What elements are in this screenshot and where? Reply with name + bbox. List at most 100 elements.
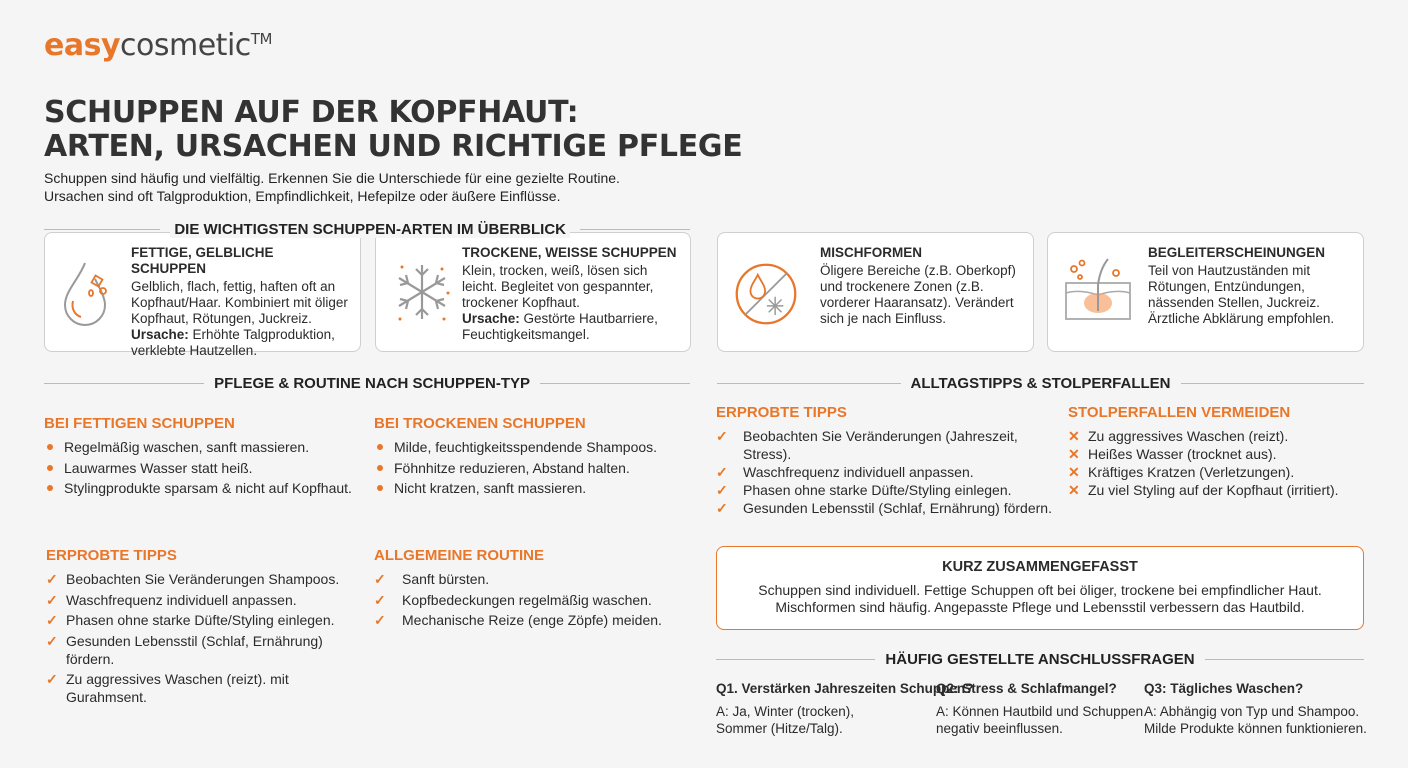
list-item: ✕ Zu viel Styling auf der Kopfhaut (irrit… bbox=[1068, 481, 1368, 499]
care-dry-title: BEI TROCKENEN SCHUPPEN bbox=[374, 415, 586, 432]
item-text: Zu viel Styling auf der Kopfhaut (irriti… bbox=[1088, 482, 1339, 498]
faq-answer: A: Ja, Winter (trocken), bbox=[716, 704, 855, 719]
daily-tips-title: ERPROBTE TIPPS bbox=[716, 404, 847, 421]
title-line-1: SCHUPPEN AUF DER KOPFHAUT: bbox=[44, 95, 579, 130]
item-text: Lauwarmes Wasser statt heiß. bbox=[64, 459, 253, 476]
mixed-drop-snowflake-icon bbox=[735, 263, 797, 325]
list-item: ✕ Kräftiges Kratzen (Verletzungen). bbox=[1068, 463, 1368, 481]
card-title: MISCHFORMEN bbox=[820, 245, 922, 260]
types-heading-text: DIE WICHTIGSTEN SCHUPPEN-ARTEN IM ÜBERBL… bbox=[170, 221, 570, 238]
check-icon: ✓ bbox=[716, 482, 728, 498]
item-text: Waschfrequenz individuell anpassen. bbox=[743, 464, 974, 480]
list-item: ✓ Gesunden Lebensstil (Schlaf, Ernährung)… bbox=[46, 632, 346, 668]
daily-tips: ERPROBTE TIPPS ✓ Beobachten Sie Veränderu… bbox=[716, 404, 1061, 517]
summary-line-1: Schuppen sind individuell. Fettige Schup… bbox=[758, 582, 1322, 598]
check-icon: ✓ bbox=[374, 591, 386, 608]
bullet-icon bbox=[47, 485, 53, 491]
bullet-icon bbox=[377, 464, 383, 471]
faq-question: Q2: Stress & Schlafmangel? bbox=[936, 681, 1117, 696]
cross-icon: ✕ bbox=[1068, 446, 1080, 462]
bullet-icon bbox=[47, 444, 53, 450]
list-item: Stylingprodukte sparsam & nicht auf Kopf… bbox=[44, 479, 369, 497]
item-text: Sanft bürsten. bbox=[402, 571, 490, 587]
faq-item-1: Q1. Verstärken Jahreszeiten Schuppen? A: … bbox=[716, 681, 973, 737]
care-oily-title: BEI FETTIGEN SCHUPPEN bbox=[44, 415, 235, 432]
title-line-2: ARTEN, URSACHEN UND RICHTIGE PFLEGE bbox=[44, 129, 743, 164]
list-item: ✓ Kopfbedeckungen regelmäßig waschen. bbox=[374, 591, 694, 609]
list-item: ✓ Phasen ohne starke Düfte/Styling einleg… bbox=[46, 611, 346, 629]
item-text: Kopfbedeckungen regelmäßig waschen. bbox=[402, 591, 652, 608]
item-text: Nicht kratzen, sanft massieren. bbox=[394, 480, 587, 496]
check-icon: ✓ bbox=[716, 464, 728, 480]
item-text: Mechanische Reize (enge Zöpfe) meiden. bbox=[402, 612, 662, 628]
item-text: Phasen ohne starke Düfte/Styling einlege… bbox=[66, 612, 335, 628]
type-card-oily: FETTIGE, GELBLICHE SCHUPPEN Gelblich, fl… bbox=[44, 232, 361, 358]
check-icon: ✓ bbox=[374, 612, 386, 628]
intro-line-1: Schuppen sind häufig und vielfältig. Erk… bbox=[44, 170, 620, 186]
list-item: ✓ Waschfrequenz individuell anpassen. bbox=[46, 591, 346, 609]
item-text: Föhnhitze reduzieren, Abstand halten. bbox=[394, 459, 630, 476]
cross-icon: ✕ bbox=[1068, 464, 1080, 480]
check-icon: ✓ bbox=[716, 428, 728, 444]
card-text: Teil von Hautzuständen mit Rötungen, Ent… bbox=[1148, 263, 1335, 326]
summary-title: KURZ ZUSAMMENGEFASST bbox=[942, 559, 1138, 575]
daily-heading-text: ALLTAGSTIPPS & STOLPERFALLEN bbox=[910, 375, 1171, 392]
faq-answer: A: Abhängig von Typ und Shampoo. bbox=[1144, 704, 1360, 719]
care-heading: PFLEGE & ROUTINE NACH SCHUPPEN-TYP bbox=[44, 375, 690, 392]
summary-line-2: Mischformen sind häufig. Angepasste Pfle… bbox=[775, 599, 1305, 615]
item-text: Heißes Wasser (trocknet aus). bbox=[1088, 446, 1277, 462]
faq-item-2: Q2: Stress & Schlafmangel? A: Können Haut… bbox=[936, 681, 1143, 737]
skin-layer-icon bbox=[1065, 258, 1131, 320]
item-text: Zu aggressives Waschen (reizt). mit Gura… bbox=[66, 671, 289, 705]
intro-line-2: Ursachen sind oft Talgproduktion, Empfin… bbox=[44, 188, 561, 204]
check-icon: ✓ bbox=[46, 612, 58, 628]
care-heading-text: PFLEGE & ROUTINE NACH SCHUPPEN-TYP bbox=[214, 375, 530, 392]
oil-drop-icon bbox=[63, 262, 107, 326]
daily-pitfalls-title: STOLPERFALLEN VERMEIDEN bbox=[1068, 404, 1291, 421]
check-icon: ✓ bbox=[716, 500, 728, 516]
list-item: ✓ Zu aggressives Waschen (reizt). mit Gur… bbox=[46, 670, 296, 706]
type-card-dry: TROCKENE, WEISSE SCHUPPEN Klein, trocken… bbox=[375, 232, 691, 352]
types-heading: DIE WICHTIGSTEN SCHUPPEN-ARTEN IM ÜBERBL… bbox=[44, 221, 690, 238]
daily-pitfalls: STOLPERFALLEN VERMEIDEN ✕ Zu aggressives … bbox=[1068, 404, 1368, 499]
snowflake-icon bbox=[398, 265, 450, 321]
logo-easy: easy bbox=[44, 28, 121, 63]
faq-answer: A: Können Hautbild und Schuppen bbox=[936, 704, 1144, 719]
faq-question: Q1. Verstärken Jahreszeiten Schuppen? bbox=[716, 681, 974, 696]
check-icon: ✓ bbox=[46, 591, 58, 608]
faq-question: Q3: Tägliches Waschen? bbox=[1144, 681, 1304, 696]
cross-icon: ✕ bbox=[1068, 482, 1080, 498]
list-item: ✕ Zu aggressives Waschen (reizt). bbox=[1068, 427, 1368, 445]
card-cause: Ursache: Gestörte Hautbarriere, Feuchtig… bbox=[462, 311, 680, 343]
check-icon: ✓ bbox=[46, 571, 58, 587]
card-text: Klein, trocken, weiß, lösen sich leicht.… bbox=[462, 263, 654, 310]
card-title: FETTIGE, GELBLICHE SCHUPPEN bbox=[131, 245, 274, 276]
card-title: TROCKENE, WEISSE SCHUPPEN bbox=[462, 245, 677, 260]
list-item: ✓ Gesunden Lebensstil (Schlaf, Ernährung)… bbox=[716, 499, 1061, 517]
list-item: Milde, feuchtigkeitsspendende Shampoos. bbox=[374, 438, 694, 456]
care-tips-title: ERPROBTE TIPPS bbox=[46, 547, 177, 564]
item-text: Stylingprodukte sparsam & nicht auf Kopf… bbox=[64, 480, 352, 496]
list-item: Regelmäßig waschen, sanft massieren. bbox=[44, 438, 369, 456]
card-text: Öligere Bereiche (z.B. Oberkopf) und tro… bbox=[820, 263, 1016, 326]
faq-answer: negativ beeinflussen. bbox=[936, 721, 1063, 736]
bullet-icon bbox=[47, 464, 53, 471]
faq-answer: Sommer (Hitze/Talg). bbox=[716, 721, 843, 736]
list-item: ✕ Heißes Wasser (trocknet aus). bbox=[1068, 445, 1368, 463]
type-card-mixed: MISCHFORMEN Öligere Bereiche (z.B. Oberk… bbox=[717, 232, 1034, 352]
type-card-accompanying: BEGLEITERSCHEINUNGEN Teil von Hautzustän… bbox=[1047, 232, 1364, 352]
item-text: Phasen ohne starke Düfte/Styling einlege… bbox=[743, 482, 1012, 498]
item-text: Beobachten Sie Veränderungen (Jahreszeit… bbox=[743, 428, 1018, 462]
intro-text: Schuppen sind häufig und vielfältig. Erk… bbox=[44, 169, 620, 205]
item-text: Gesunden Lebensstil (Schlaf, Ernährung) … bbox=[66, 632, 323, 667]
item-text: Zu aggressives Waschen (reizt). bbox=[1088, 428, 1289, 444]
list-item: Lauwarmes Wasser statt heiß. bbox=[44, 459, 369, 477]
summary-box: KURZ ZUSAMMENGEFASST Schuppen sind indiv… bbox=[716, 546, 1364, 630]
item-text: Gesunden Lebensstil (Schlaf, Ernährung) … bbox=[743, 500, 1052, 516]
brand-logo: easycosmeticTM bbox=[44, 28, 272, 63]
logo-tm: TM bbox=[250, 30, 273, 48]
faq-heading: HÄUFIG GESTELLTE ANSCHLUSSFRAGEN bbox=[716, 651, 1365, 668]
item-text: Kräftiges Kratzen (Verletzungen). bbox=[1088, 464, 1295, 480]
list-item: ✓ Mechanische Reize (enge Zöpfe) meiden. bbox=[374, 611, 694, 629]
daily-heading: ALLTAGSTIPPS & STOLPERFALLEN bbox=[717, 375, 1365, 392]
